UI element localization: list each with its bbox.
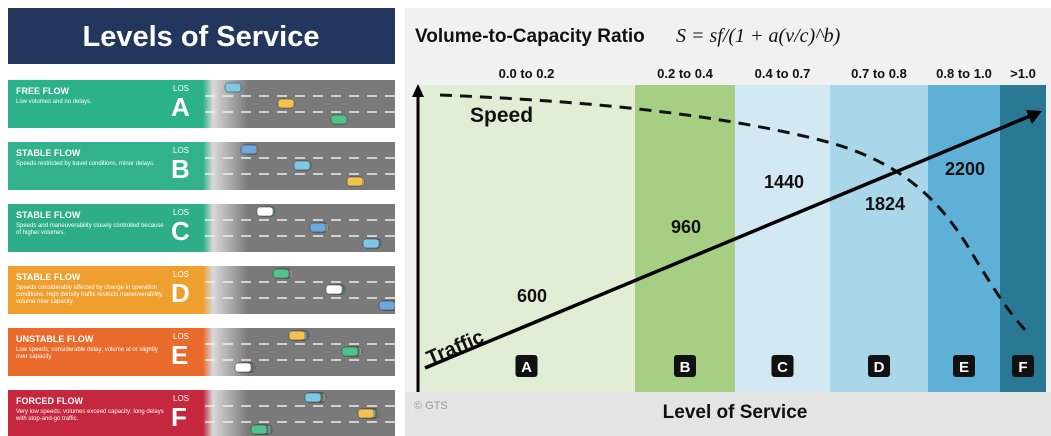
los-band (830, 85, 928, 392)
level-desc: Speeds restricted by travel conditions, … (16, 161, 166, 168)
grade-label: A (521, 359, 532, 376)
level-name: STABLE FLOW (16, 210, 80, 220)
level-desc: Very low speeds; volumes exceed capacity… (16, 409, 166, 423)
grade-label: F (1018, 359, 1027, 376)
range-label: 0.4 to 0.7 (755, 66, 811, 81)
car (257, 207, 273, 216)
level-label: UNSTABLE FLOW Low speeds; considerable de… (8, 328, 203, 376)
car (358, 409, 374, 418)
level-desc: Low speeds; considerable delay; volume a… (16, 347, 166, 361)
speed-label: Speed (470, 104, 533, 127)
car (241, 145, 257, 154)
left-title: Levels of Service (83, 21, 320, 53)
level-grade: A (171, 92, 190, 123)
page: Levels of Service Volume-to-Capacity Rat… (0, 0, 1051, 436)
level-row: FORCED FLOW Very low speeds; volumes exce… (8, 390, 395, 436)
x-label: Level of Service (663, 402, 808, 423)
car (289, 331, 305, 340)
range-label: 0.0 to 0.2 (499, 66, 555, 81)
grade-label: B (680, 359, 691, 376)
road (205, 328, 395, 376)
level-name: STABLE FLOW (16, 272, 80, 282)
formula: S = sf/(1 + a(v/c)^b) (676, 25, 841, 47)
level-desc: Low volumes and no delays. (16, 99, 166, 106)
level-name: STABLE FLOW (16, 148, 80, 158)
level-row: STABLE FLOW Speeds and maneuverability cl… (8, 204, 395, 252)
level-label: STABLE FLOW Speeds restricted by travel c… (8, 142, 203, 190)
road (205, 390, 395, 436)
car (251, 425, 267, 434)
level-name: UNSTABLE FLOW (16, 334, 93, 344)
level-desc: Speeds and maneuverability closely contr… (16, 223, 166, 237)
level-grade: E (171, 340, 188, 371)
car (225, 83, 241, 92)
range-label: 0.2 to 0.4 (657, 66, 713, 81)
car (235, 363, 251, 372)
level-row: STABLE FLOW Speeds considerably affected … (8, 266, 395, 314)
volume-label: 1824 (865, 194, 905, 214)
car (363, 239, 379, 248)
level-label: STABLE FLOW Speeds considerably affected … (8, 266, 203, 314)
car (331, 115, 347, 124)
car (305, 393, 321, 402)
los-band (635, 85, 735, 392)
level-grade: C (171, 216, 190, 247)
volume-label: 960 (671, 217, 701, 237)
level-grade: F (171, 402, 187, 433)
level-row: UNSTABLE FLOW Low speeds; considerable de… (8, 328, 395, 376)
grade-label: C (777, 359, 788, 376)
level-name: FREE FLOW (16, 86, 69, 96)
volume-label: 600 (517, 286, 547, 306)
right-title: Volume-to-Capacity Ratio (415, 26, 645, 47)
road (205, 266, 395, 314)
volume-label: 2200 (945, 159, 985, 179)
level-label: STABLE FLOW Speeds and maneuverability cl… (8, 204, 203, 252)
range-label: >1.0 (1010, 66, 1036, 81)
car (326, 285, 342, 294)
level-row: STABLE FLOW Speeds restricted by travel c… (8, 142, 395, 190)
volume-label: 1440 (764, 172, 804, 192)
road (205, 204, 395, 252)
level-desc: Speeds considerably affected by change i… (16, 285, 166, 306)
car (342, 347, 358, 356)
car (310, 223, 326, 232)
car (379, 301, 395, 310)
road (205, 142, 395, 190)
car (278, 99, 294, 108)
road (205, 80, 395, 128)
level-grade: B (171, 154, 190, 185)
car (347, 177, 363, 186)
level-name: FORCED FLOW (16, 396, 83, 406)
car (294, 161, 310, 170)
range-label: 0.7 to 0.8 (851, 66, 907, 81)
level-label: FORCED FLOW Very low speeds; volumes exce… (8, 390, 203, 436)
los-band (1000, 85, 1046, 392)
car (273, 269, 289, 278)
copyright: © GTS (414, 400, 448, 412)
level-grade: D (171, 278, 190, 309)
grade-label: E (959, 359, 969, 376)
range-label: 0.8 to 1.0 (936, 66, 992, 81)
grade-label: D (874, 359, 885, 376)
